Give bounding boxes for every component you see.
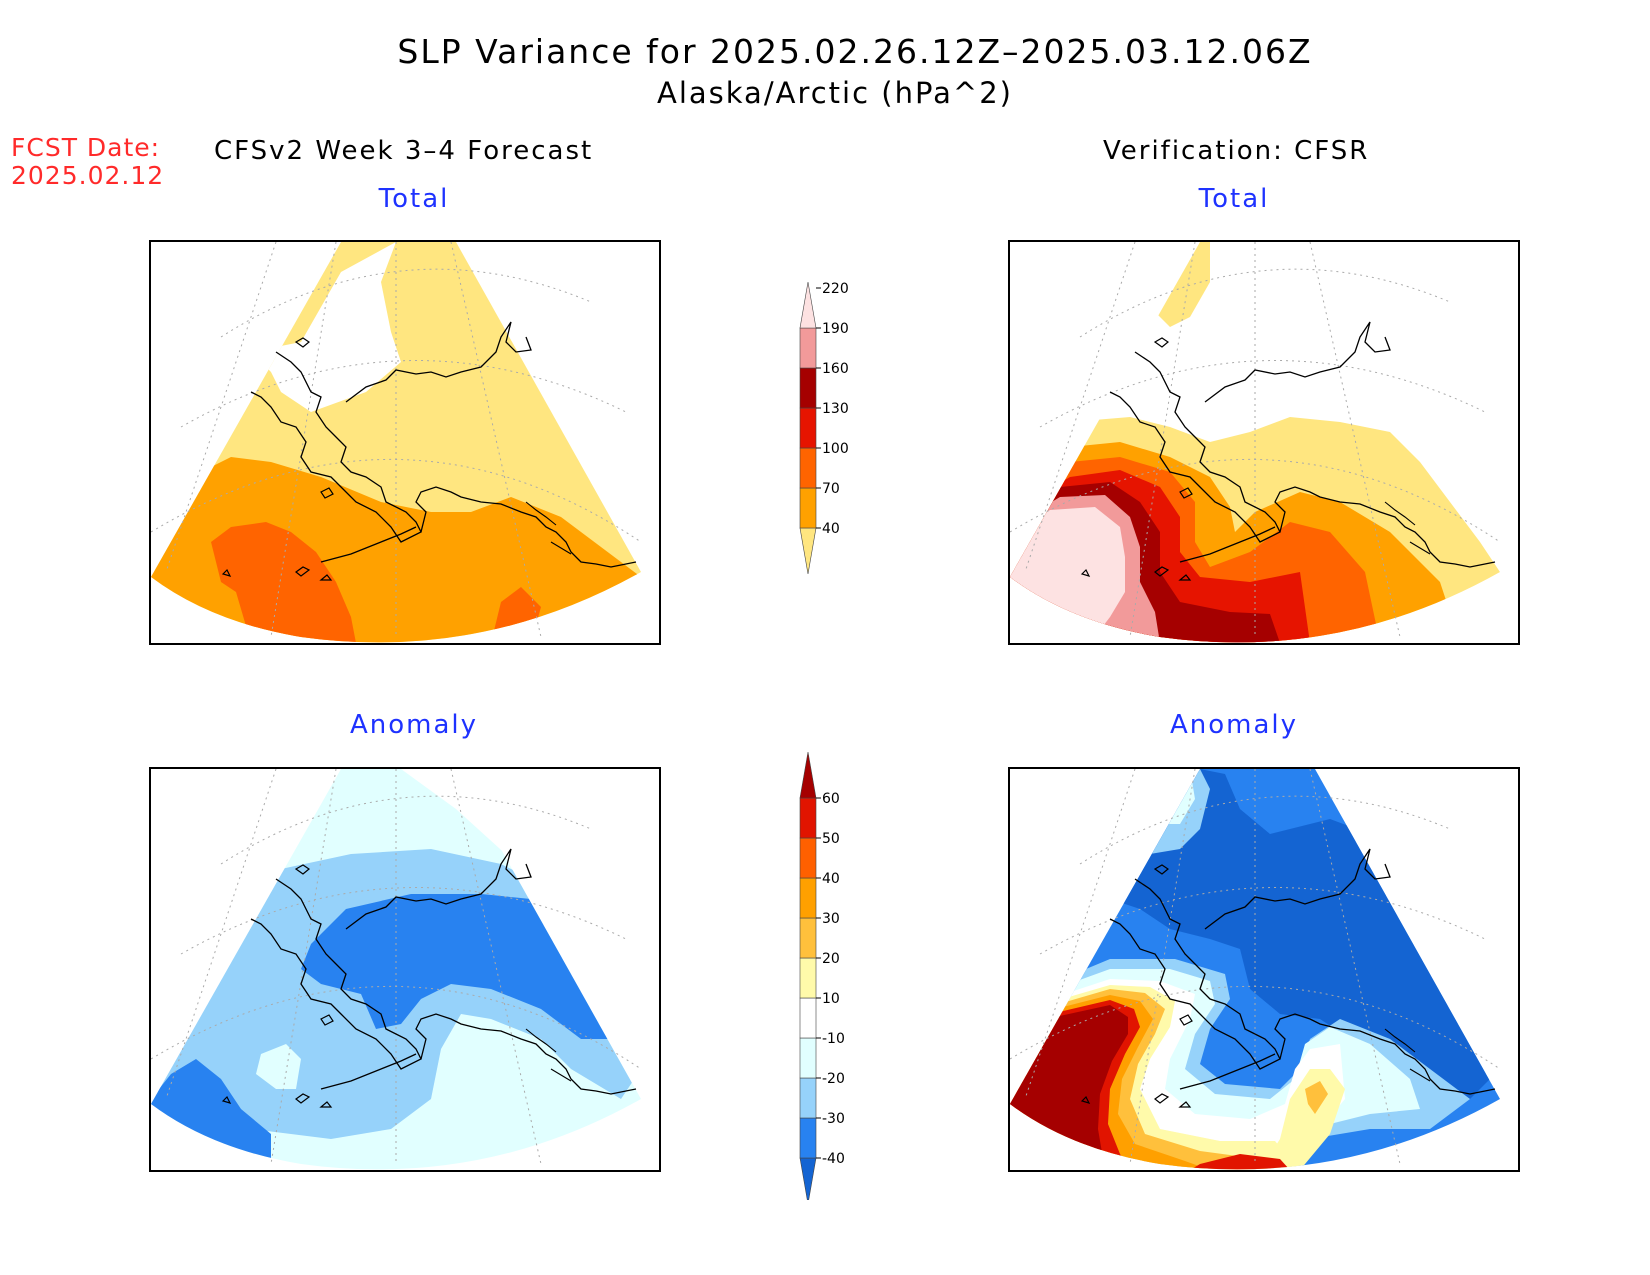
verification-total-map	[1008, 240, 1520, 645]
figure-title: SLP Variance for 2025.02.26.12Z–2025.03.…	[397, 32, 1313, 71]
colorbar-label: -10	[822, 1031, 845, 1047]
colorbar-swatch	[799, 447, 817, 489]
colorbar-swatch	[799, 327, 817, 369]
colorbar-label: 190	[822, 321, 849, 337]
forecast-total-title: Total	[378, 184, 450, 214]
colorbar-swatch	[799, 837, 817, 879]
colorbar-swatch	[799, 487, 817, 529]
colorbar-swatch	[799, 1077, 817, 1119]
colorbar-label: 40	[822, 871, 840, 887]
verification-anomaly-title: Anomaly	[1169, 710, 1299, 740]
colorbar-swatch	[799, 527, 817, 575]
colorbar-swatch	[799, 877, 817, 919]
colorbar-swatch	[799, 1157, 817, 1200]
colorbar-label: 60	[822, 791, 840, 807]
forecast-anomaly-map	[149, 767, 661, 1172]
colorbar-label: 30	[822, 911, 840, 927]
forecast-anomaly-title: Anomaly	[349, 710, 479, 740]
left-column-title: CFSv2 Week 3–4 Forecast	[214, 136, 594, 166]
forecast-total-map	[149, 240, 661, 645]
colorbar-swatch	[799, 281, 817, 329]
colorbar-swatch	[799, 957, 817, 999]
fcst-date-label: FCST Date:	[11, 133, 161, 162]
colorbar-swatch	[799, 1037, 817, 1079]
colorbar-swatch	[799, 751, 817, 799]
colorbar-label: 160	[822, 361, 849, 377]
colorbar-swatch	[799, 407, 817, 449]
colorbar-label: 20	[822, 951, 840, 967]
colorbar-swatch	[799, 917, 817, 959]
colorbar-label: -30	[822, 1111, 845, 1127]
colorbar-label: 50	[822, 831, 840, 847]
colorbar-label: 100	[822, 441, 849, 457]
verification-total-title: Total	[1198, 184, 1270, 214]
colorbar-label: 220	[822, 281, 849, 297]
colorbar-label: 10	[822, 991, 840, 1007]
colorbar-anomaly: -40 -30 -20 -10 10 20 30 40 50 60	[799, 751, 845, 1200]
fcst-date-value: 2025.02.12	[11, 161, 165, 190]
colorbar-swatch	[799, 997, 817, 1039]
colorbar-swatch	[799, 367, 817, 409]
colorbar-label: 70	[822, 481, 840, 497]
colorbar-label: -20	[822, 1071, 845, 1087]
colorbar-swatch	[799, 797, 817, 839]
colorbar-label: 40	[822, 521, 840, 537]
colorbar-swatch	[799, 1117, 817, 1159]
colorbar-label: -40	[822, 1151, 845, 1167]
colorbar-total: 40 70 100 130 160 190 220	[799, 281, 849, 575]
right-column-title: Verification: CFSR	[1103, 136, 1370, 166]
figure-subtitle: Alaska/Arctic (hPa^2)	[657, 76, 1013, 110]
verification-anomaly-map	[1008, 767, 1520, 1172]
colorbar-label: 130	[822, 401, 849, 417]
